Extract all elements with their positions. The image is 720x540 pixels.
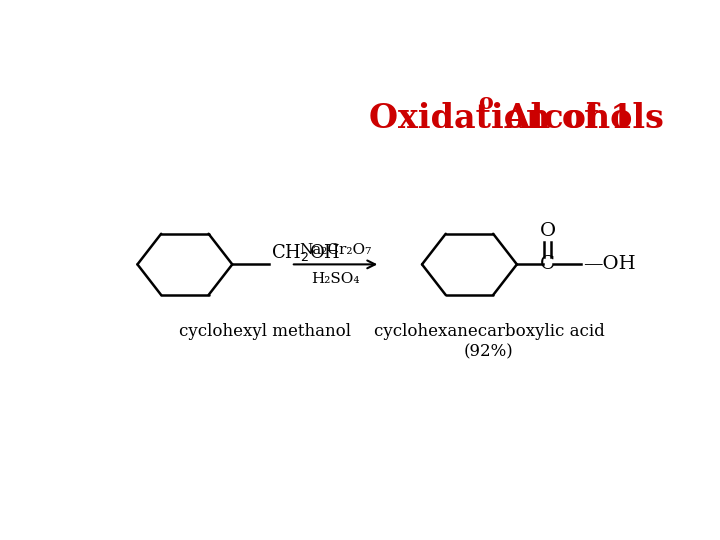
Text: C: C — [540, 255, 555, 273]
Text: Alcohols: Alcohols — [493, 102, 664, 135]
Text: cyclohexanecarboxylic acid: cyclohexanecarboxylic acid — [374, 322, 604, 340]
Text: O: O — [539, 222, 556, 240]
Text: H₂SO₄: H₂SO₄ — [311, 272, 360, 286]
Text: cyclohexyl methanol: cyclohexyl methanol — [179, 322, 351, 340]
Text: Oxidation of 1: Oxidation of 1 — [369, 102, 634, 135]
Text: o: o — [478, 92, 492, 114]
Text: (92%): (92%) — [464, 343, 514, 360]
Text: CH$_2$OH: CH$_2$OH — [271, 242, 341, 263]
Text: Na₂Cr₂O₇: Na₂Cr₂O₇ — [300, 243, 372, 257]
Text: —OH: —OH — [582, 255, 635, 273]
